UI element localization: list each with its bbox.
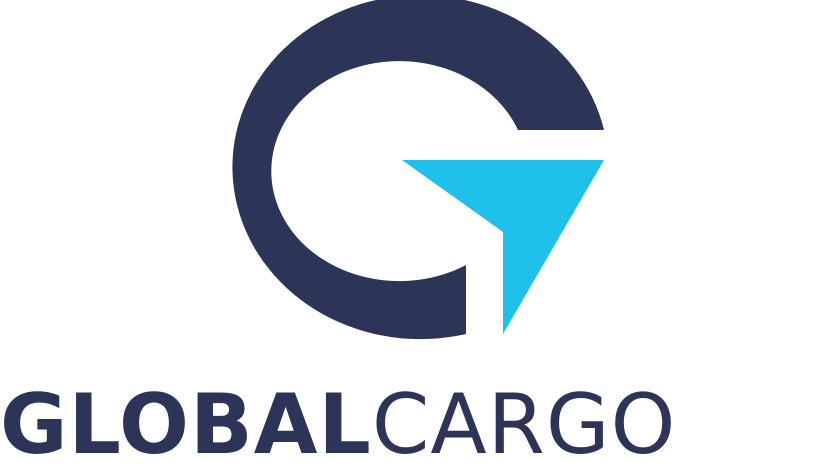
wordmark-global: GLOBAL [0,376,372,473]
wordmark-cargo: CARGO [371,376,677,473]
g-monogram-icon [232,0,604,340]
arrow-pointer-icon [402,160,604,334]
wordmark: GLOBALCARGO [0,380,832,470]
logo-mark [232,0,604,340]
